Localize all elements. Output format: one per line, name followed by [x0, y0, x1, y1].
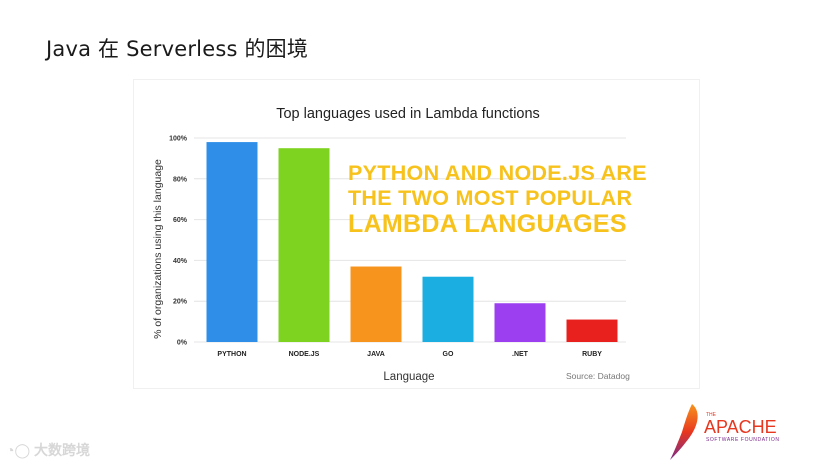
y-tick-label: 60% [173, 217, 188, 224]
callout-line-1: PYTHON AND NODE.JS ARE [348, 161, 647, 185]
bar-chart: Top languages used in Lambda functions 0… [152, 106, 647, 383]
gridlines [194, 137, 626, 343]
source-note: Source: Datadog [566, 371, 630, 381]
apache-the: THE [706, 412, 717, 418]
x-tick-label: .NET [512, 351, 529, 358]
bar-java [350, 266, 402, 342]
bar-go [422, 276, 474, 342]
apache-subtitle: SOFTWARE FOUNDATION [706, 437, 780, 443]
callout-line-3: LAMBDA LANGUAGES [348, 210, 627, 238]
x-tick-label: GO [443, 351, 454, 358]
footer-watermark-icon: ◔◯ [6, 442, 35, 458]
bar-python [206, 142, 258, 342]
apache-feather-icon [670, 404, 698, 460]
slide-title: Java 在 Serverless 的困境 [46, 37, 309, 61]
y-tick-label: 100% [169, 136, 188, 143]
y-tick-label: 20% [173, 299, 188, 306]
y-tick-label: 40% [173, 258, 188, 265]
y-axis-ticks: 0% 20% 40% 60% 80% 100% [169, 136, 188, 347]
x-tick-label: NODE.JS [289, 351, 320, 358]
footer-watermark: ◔◯ 大数跨境 [6, 440, 90, 460]
apache-name: APACHE [704, 417, 777, 437]
y-axis-label: % of organizations using this language [152, 159, 164, 339]
chart-card: Top languages used in Lambda functions 0… [133, 79, 700, 389]
footer-watermark-text: 大数跨境 [34, 442, 91, 458]
x-tick-label: RUBY [582, 351, 602, 358]
x-tick-label: PYTHON [217, 351, 246, 358]
x-tick-label: JAVA [367, 351, 385, 358]
x-axis-ticks: PYTHON NODE.JS JAVA GO .NET RUBY [217, 351, 602, 358]
y-tick-label: 0% [177, 340, 188, 347]
bar-net [494, 303, 546, 342]
bar-nodejs [278, 148, 330, 342]
chart-title: Top languages used in Lambda functions [276, 106, 540, 122]
callout-line-2: THE TWO MOST POPULAR [348, 186, 632, 210]
bar-ruby [566, 319, 618, 342]
bars [206, 142, 618, 342]
y-tick-label: 80% [173, 176, 188, 183]
x-axis-label: Language [383, 371, 434, 383]
apache-logo: THE APACHE SOFTWARE FOUNDATION [670, 404, 780, 460]
